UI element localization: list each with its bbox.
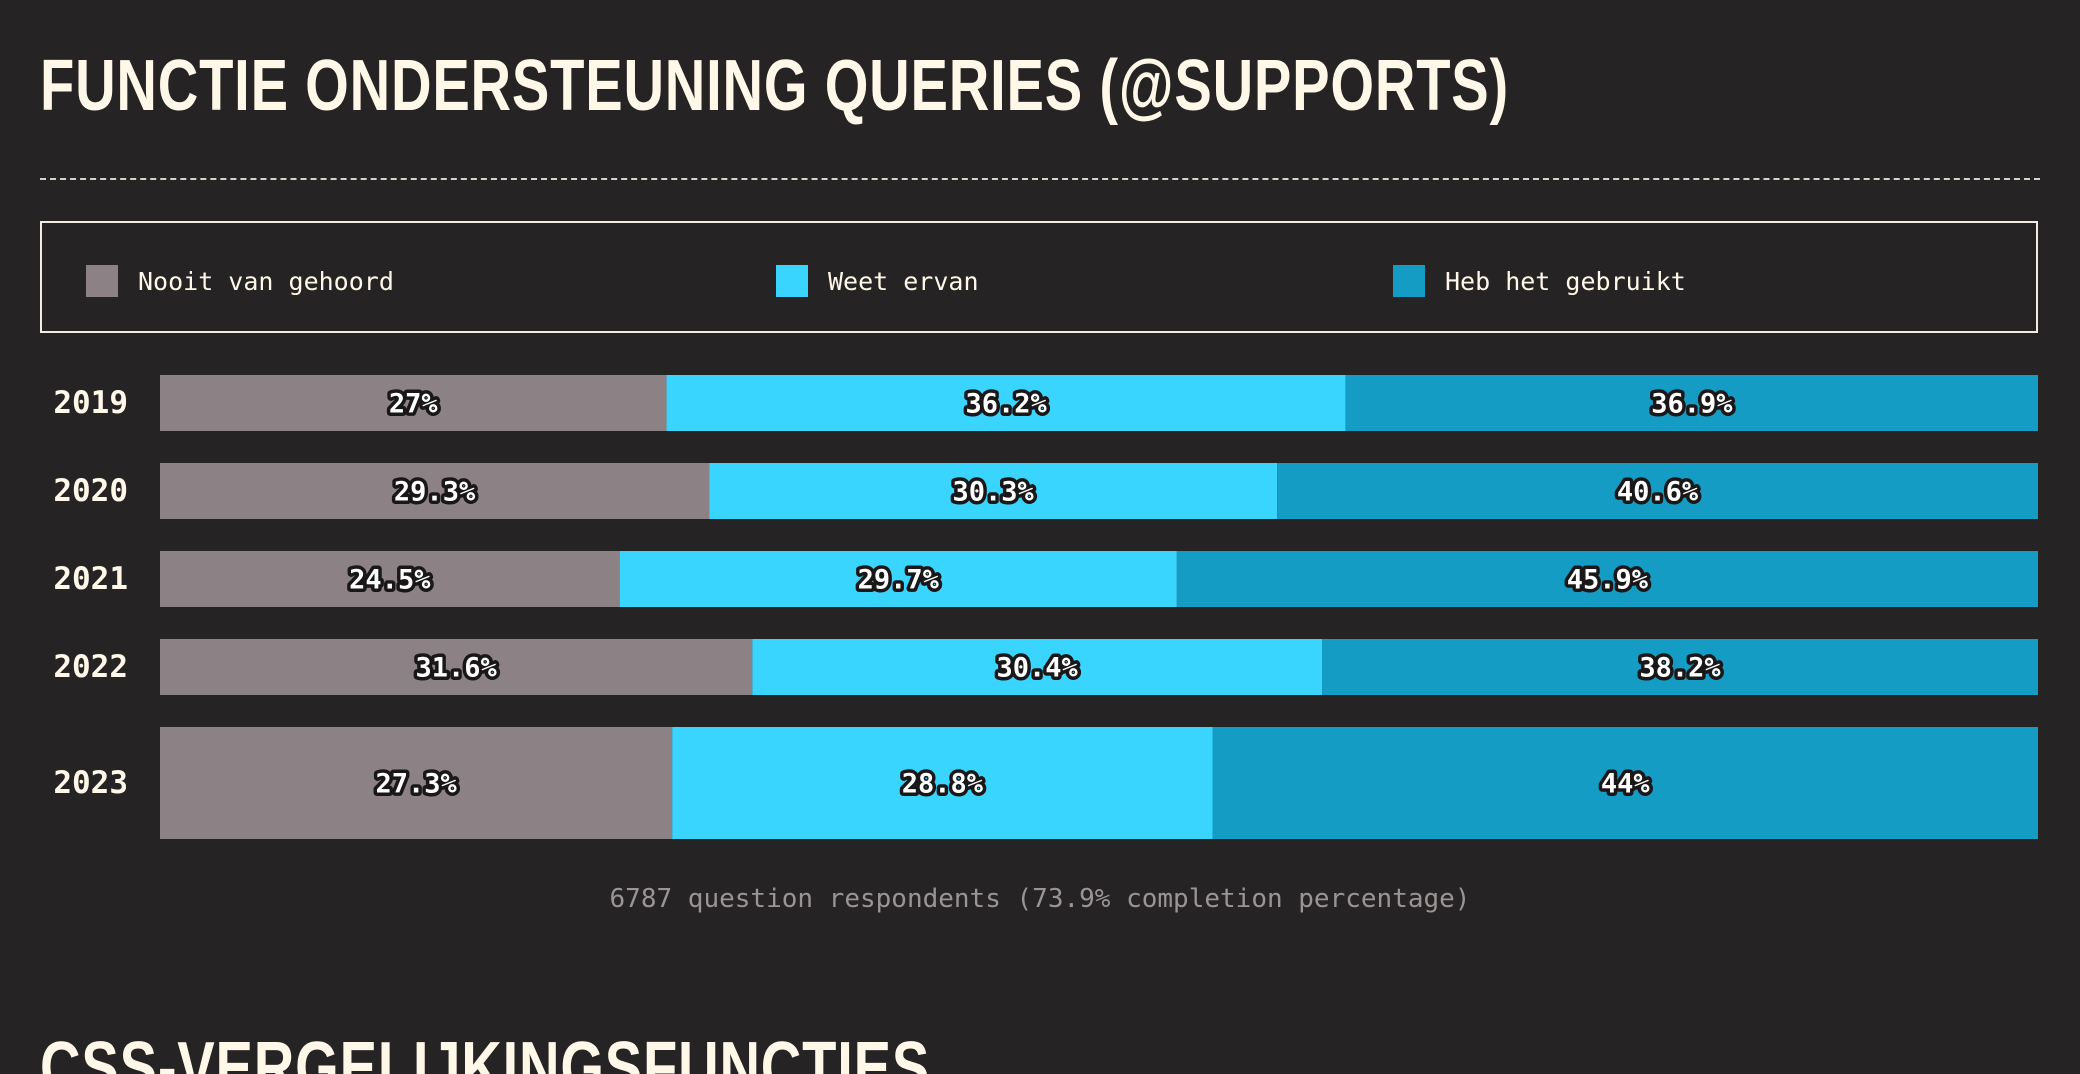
bar-2021-weet-ervan[interactable] xyxy=(619,551,1177,607)
legend-swatch-weet-ervan xyxy=(776,265,808,297)
next-section-title: CSS-vergelijkingsfuncties xyxy=(40,1028,931,1074)
legend-swatch-nooit-van-gehoord xyxy=(86,265,118,297)
year-label-2022: 2022 xyxy=(53,649,128,685)
year-label-2019: 2019 xyxy=(53,385,128,421)
bar-2023-nooit-van-gehoord[interactable] xyxy=(160,727,673,839)
bar-2020-heb-het-gebruikt[interactable] xyxy=(1277,463,2038,519)
year-label-2023: 2023 xyxy=(53,765,128,801)
bar-2023-heb-het-gebruikt[interactable] xyxy=(1212,727,2038,839)
bar-2019-nooit-van-gehoord[interactable] xyxy=(160,375,667,431)
legend-label-weet-ervan: Weet ervan xyxy=(828,266,979,296)
legend-label-heb-het-gebruikt: Heb het gebruikt xyxy=(1445,266,1686,296)
bar-2022-weet-ervan[interactable] xyxy=(752,639,1323,695)
legend-label-nooit-van-gehoord: Nooit van gehoord xyxy=(138,266,394,296)
bar-2019-heb-het-gebruikt[interactable] xyxy=(1345,375,2038,431)
page-title: Functie ondersteuning queries (@supports… xyxy=(40,46,1509,126)
bar-2021-heb-het-gebruikt[interactable] xyxy=(1176,551,2038,607)
bar-2019-weet-ervan[interactable] xyxy=(666,375,1346,431)
legend-item-heb-het-gebruikt[interactable]: Heb het gebruikt xyxy=(1393,265,1686,297)
bar-2021-nooit-van-gehoord[interactable] xyxy=(160,551,620,607)
bar-2020-nooit-van-gehoord[interactable] xyxy=(160,463,710,519)
bar-2020-weet-ervan[interactable] xyxy=(709,463,1278,519)
bar-2022-nooit-van-gehoord[interactable] xyxy=(160,639,753,695)
year-label-2021: 2021 xyxy=(53,561,128,597)
title-divider xyxy=(40,178,2040,180)
chart-legend: Nooit van gehoord Weet ervan Heb het geb… xyxy=(40,221,2038,333)
bar-2023-weet-ervan[interactable] xyxy=(672,727,1213,839)
legend-swatch-heb-het-gebruikt xyxy=(1393,265,1425,297)
respondents-footnote: 6787 question respondents (73.9% complet… xyxy=(609,884,1471,914)
legend-item-nooit-van-gehoord[interactable]: Nooit van gehoord xyxy=(86,265,394,297)
legend-item-weet-ervan[interactable]: Weet ervan xyxy=(776,265,979,297)
bar-2022-heb-het-gebruikt[interactable] xyxy=(1322,639,2038,695)
year-label-2020: 2020 xyxy=(53,473,128,509)
